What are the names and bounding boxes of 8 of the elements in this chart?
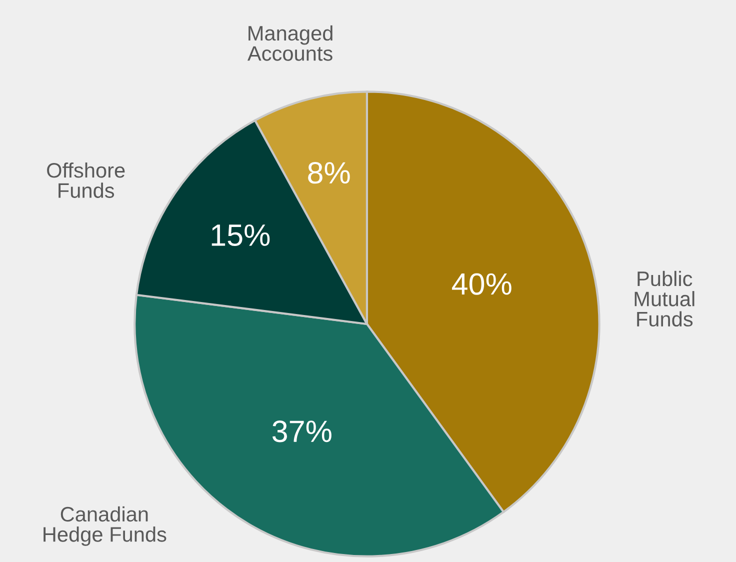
slice-label: Public Mutual Funds <box>634 270 694 327</box>
slice-label: Offshore Funds <box>47 162 125 198</box>
data-label: 40% <box>452 273 512 295</box>
data-label: 8% <box>308 162 350 184</box>
slice-label: Managed Accounts <box>247 25 332 61</box>
data-label: 15% <box>212 224 270 246</box>
slice-label: Canadian Hedge Funds <box>44 506 166 546</box>
data-label: 37% <box>272 420 332 442</box>
